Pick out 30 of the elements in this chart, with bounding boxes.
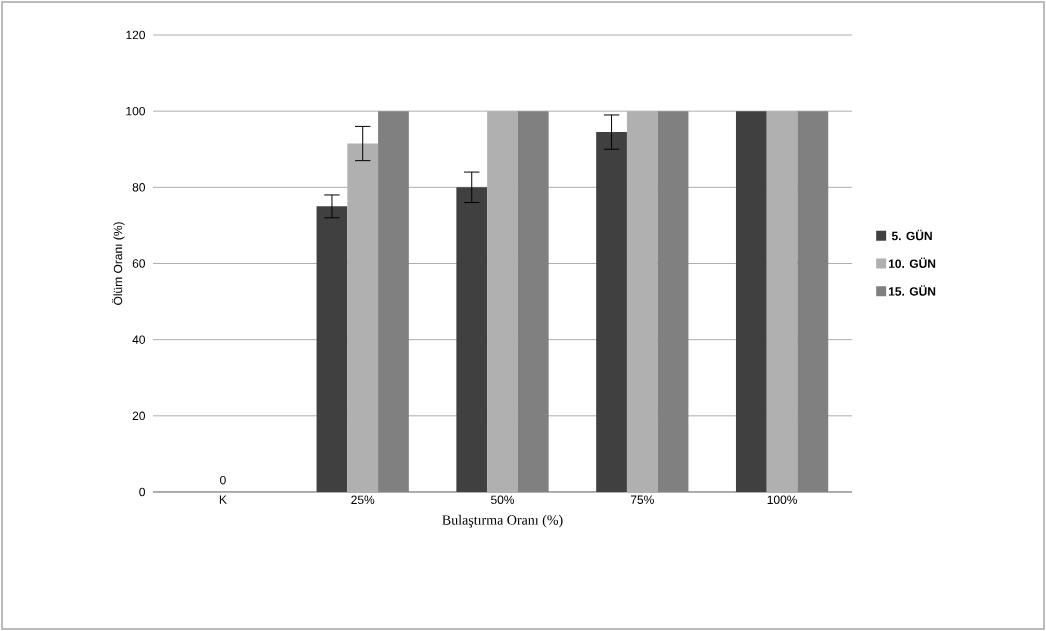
legend-label: 5. GÜN — [891, 229, 932, 241]
x-axis-title: Bulaştırma Oranı (%) — [442, 514, 563, 528]
data-label: 0 — [220, 475, 226, 485]
y-tick-label: 80 — [132, 183, 146, 192]
bar — [316, 206, 348, 492]
y-tick-label: 0 — [139, 487, 146, 497]
bar — [487, 111, 518, 492]
x-tick-label: 50% — [490, 495, 515, 505]
x-tick-label: K — [219, 495, 227, 504]
y-axis-title: Ölüm Oranı (%) — [112, 222, 125, 305]
legend-label: 10. GÜN — [888, 257, 936, 268]
bar — [797, 111, 829, 492]
x-tick-label: 25% — [351, 495, 375, 505]
bar — [766, 111, 798, 492]
bar — [626, 111, 658, 492]
y-tick-label: 100 — [126, 106, 146, 116]
legend-label: 15. GÜN — [888, 285, 936, 296]
y-tick-label: 120 — [126, 30, 146, 40]
bar — [517, 111, 549, 492]
bar — [378, 111, 409, 492]
bar — [657, 111, 689, 492]
y-tick-label: 20 — [132, 411, 146, 421]
bar — [735, 111, 767, 492]
bar — [596, 132, 627, 492]
bar — [347, 143, 379, 492]
x-tick-label: 75% — [630, 495, 654, 504]
x-tick-label: 100% — [767, 495, 798, 505]
y-tick-label: 40 — [132, 335, 146, 344]
y-tick-label: 60 — [132, 259, 146, 268]
bar — [456, 187, 488, 492]
